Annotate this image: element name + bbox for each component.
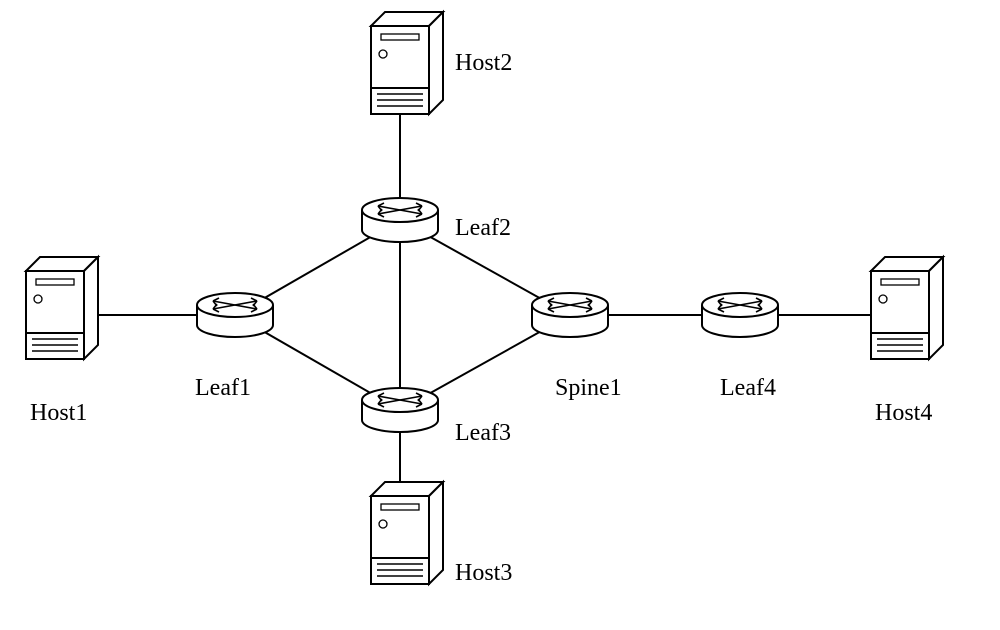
router-leaf3 (362, 388, 438, 432)
label-host1: Host1 (30, 400, 87, 427)
host-host3 (371, 482, 443, 584)
network-diagram (0, 0, 1000, 630)
label-spine1: Spine1 (555, 375, 622, 402)
label-leaf4: Leaf4 (720, 375, 776, 402)
label-leaf3: Leaf3 (455, 420, 511, 447)
router-leaf2 (362, 198, 438, 242)
host-host1 (26, 257, 98, 359)
router-leaf1 (197, 293, 273, 337)
router-spine1 (532, 293, 608, 337)
router-leaf4 (702, 293, 778, 337)
label-leaf1: Leaf1 (195, 375, 251, 402)
label-host2: Host2 (455, 50, 512, 77)
host-host4 (871, 257, 943, 359)
label-leaf2: Leaf2 (455, 215, 511, 242)
label-host3: Host3 (455, 560, 512, 587)
host-host2 (371, 12, 443, 114)
label-host4: Host4 (875, 400, 932, 427)
